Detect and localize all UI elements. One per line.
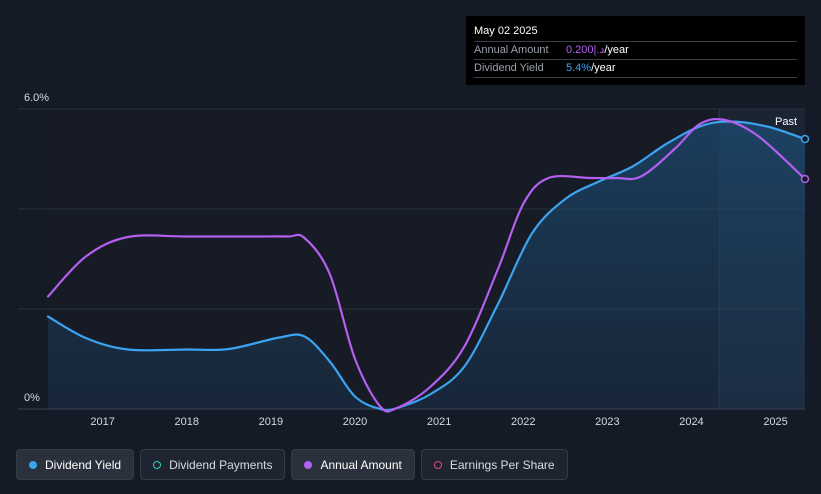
series-lines [46, 117, 807, 413]
tooltip-value: 5.4% [566, 62, 592, 74]
x-tick-label: 2021 [427, 416, 451, 428]
tooltip-unit: /year [604, 44, 629, 56]
x-tick-label: 2024 [679, 416, 703, 428]
filled-dot-icon [304, 460, 313, 469]
legend-label: Earnings Per Share [449, 457, 555, 472]
tooltip-label: Annual Amount [474, 44, 549, 56]
dividend-yield-end-marker [800, 134, 810, 144]
x-tick-label: 2020 [343, 416, 367, 428]
y-tick-label-top: 6.0% [24, 92, 49, 104]
x-tick-label: 2025 [763, 416, 787, 428]
dividend-yield-line [46, 120, 807, 412]
dividend-yield-area [48, 121, 805, 411]
legend-label: Dividend Yield [45, 457, 122, 472]
x-axis: 2017 2018 2019 2020 2021 2022 2023 2024 2025 [90, 416, 787, 428]
legend-annual-amount[interactable]: Annual Amount [291, 449, 415, 480]
x-tick-label: 2018 [175, 416, 199, 428]
legend-label: Dividend Payments [169, 457, 273, 472]
hollow-dot-icon [153, 460, 162, 469]
hollow-dot-icon [433, 460, 442, 469]
legend-dividend-payments[interactable]: Dividend Payments [140, 449, 286, 480]
legend: Dividend Yield Dividend Payments Annual … [16, 449, 568, 481]
legend-label: Annual Amount [320, 457, 402, 472]
tooltip-row-annual-amount: Annual Amount 0.200|.د/year [474, 41, 797, 59]
x-tick-label: 2022 [511, 416, 535, 428]
y-axis: 6.0% 0% [24, 92, 49, 404]
legend-dividend-yield[interactable]: Dividend Yield [16, 449, 135, 480]
tooltip-label: Dividend Yield [474, 62, 544, 74]
x-tick-label: 2019 [259, 416, 283, 428]
tooltip-date: May 02 2025 [474, 25, 538, 37]
legend-earnings-per-share[interactable]: Earnings Per Share [420, 449, 568, 480]
filled-dot-icon [29, 460, 37, 469]
tooltip: May 02 2025 Annual Amount 0.200|.د/year … [466, 16, 805, 85]
past-label: Past [775, 116, 797, 128]
x-tick-label: 2023 [595, 416, 619, 428]
x-tick-label: 2017 [90, 416, 114, 428]
tooltip-unit: /year [591, 62, 616, 74]
tooltip-value: 0.200|.د [566, 44, 605, 56]
annual-amount-line [46, 117, 807, 413]
y-tick-label-bottom: 0% [24, 392, 40, 404]
annual-amount-end-marker [800, 174, 810, 184]
tooltip-row-dividend-yield: Dividend Yield 5.4%/year [474, 59, 797, 78]
series-areas [48, 121, 805, 411]
end-markers [800, 134, 810, 184]
